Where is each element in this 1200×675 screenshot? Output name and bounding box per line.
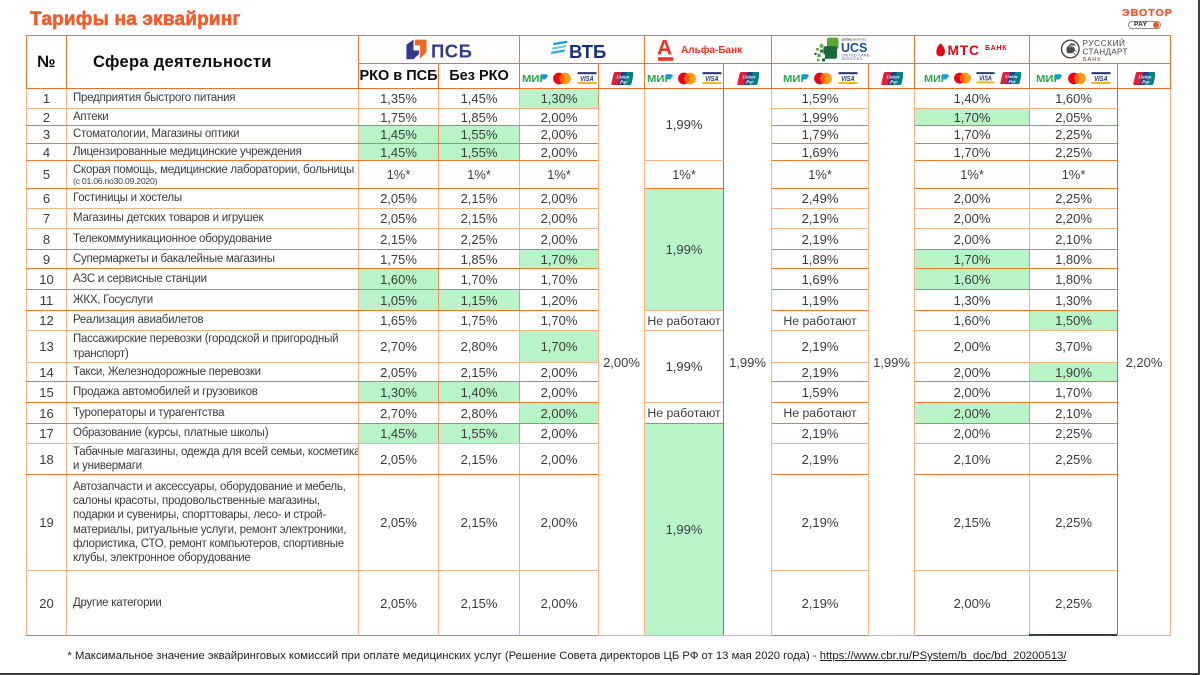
svg-text:UNITED CARD: UNITED CARD [842,54,870,58]
svg-text:Альфа-Банк: Альфа-Банк [681,44,743,56]
svg-text:ВТБ: ВТБ [569,41,606,62]
svg-text:А: А [658,37,672,60]
svg-text:СТАНДАРТ: СТАНДАРТ [1083,47,1128,56]
svg-text:БАНК: БАНК [1083,57,1101,62]
svg-text:SERVICES: SERVICES [842,57,863,61]
svg-text:UCS: UCS [841,41,867,55]
svg-text:БАНК: БАНК [985,45,1007,52]
svg-text:ПСБ: ПСБ [431,40,472,61]
svg-text:МТС: МТС [948,43,980,57]
svg-text:globalpayments: globalpayments [842,37,867,41]
svg-text:РУССКИЙ: РУССКИЙ [1083,37,1126,48]
